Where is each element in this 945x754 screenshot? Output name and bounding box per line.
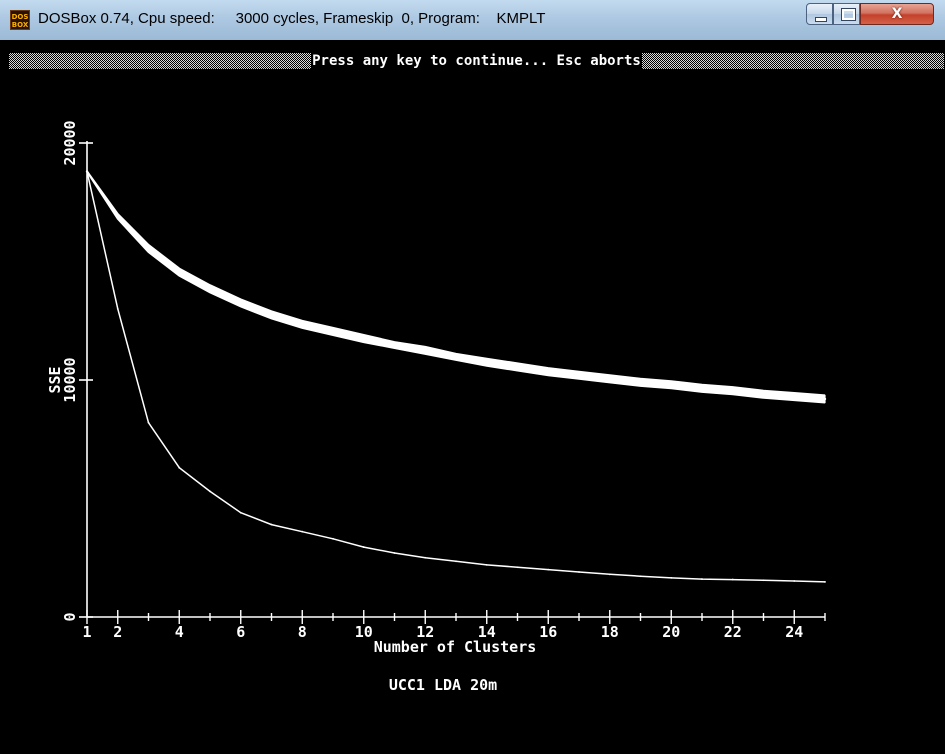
- series-point: [362, 546, 365, 548]
- close-button[interactable]: X: [860, 3, 934, 25]
- icon-text-dos: DOS: [11, 13, 29, 21]
- series-band-point: [116, 215, 119, 218]
- title-bar[interactable]: DOS BOX DOSBox 0.74, Cpu speed: 3000 cyc…: [0, 0, 945, 40]
- window-title: DOSBox 0.74, Cpu speed: 3000 cycles, Fra…: [38, 10, 546, 27]
- icon-text-box: BOX: [11, 21, 29, 29]
- series-band-point: [547, 370, 550, 373]
- series-point: [578, 571, 580, 573]
- series-point: [116, 308, 119, 310]
- x-tick-label: 14: [478, 623, 496, 641]
- series-point: [731, 578, 734, 581]
- status-text: Press any key to continue... Esc aborts: [311, 53, 642, 69]
- y-tick-label: 0: [61, 612, 79, 621]
- x-tick-label: 4: [175, 623, 184, 641]
- series-point: [762, 579, 765, 582]
- series-band: [86, 171, 826, 404]
- series-point: [793, 580, 796, 582]
- series-band-point: [823, 397, 827, 401]
- series-band-point: [793, 395, 796, 398]
- series-line: [86, 171, 826, 583]
- series-point: [86, 170, 88, 173]
- series-point: [393, 552, 396, 554]
- series-band-point: [577, 374, 581, 377]
- series-band-point: [362, 337, 365, 340]
- series-band-point: [147, 247, 150, 250]
- chart-xlabel: Number of Clusters: [374, 638, 537, 656]
- series-band-point: [731, 389, 734, 392]
- series-band-point: [762, 393, 765, 396]
- series-band-point: [301, 323, 304, 326]
- series-point: [455, 560, 457, 563]
- minimize-icon: [815, 17, 827, 22]
- series-point: [270, 523, 273, 526]
- maximize-icon: [841, 8, 856, 21]
- x-tick-label: 20: [662, 623, 680, 641]
- series-point: [516, 566, 519, 569]
- chart-title: UCC1 LDA 20m: [389, 676, 497, 694]
- series-band-point: [270, 313, 273, 317]
- series-point: [670, 576, 673, 579]
- x-tick-label: 18: [601, 623, 619, 641]
- series-band-point: [516, 365, 519, 369]
- series-band-lower-line: [86, 170, 826, 404]
- series-band-point: [454, 355, 458, 359]
- series-point: [608, 573, 611, 576]
- series-point: [209, 490, 211, 493]
- series-point: [332, 537, 334, 540]
- series-point: [424, 556, 427, 559]
- series-point: [824, 581, 826, 583]
- series-point: [485, 563, 488, 566]
- maximize-button[interactable]: [833, 3, 860, 25]
- chart-ylabel: SSE: [46, 366, 64, 393]
- series-band-point: [700, 387, 704, 390]
- y-tick-label: 10000: [61, 357, 79, 402]
- series-point: [147, 421, 150, 424]
- series-band-point: [178, 270, 181, 274]
- series-band-upper-line: [86, 170, 826, 397]
- x-tick-label: 24: [785, 623, 803, 641]
- series-band-point: [608, 377, 611, 381]
- x-tick-label: 10: [355, 623, 373, 641]
- series-point: [239, 511, 242, 514]
- series-point: [639, 575, 642, 578]
- x-tick-label: 22: [724, 623, 742, 641]
- series-band-point: [639, 381, 642, 384]
- x-tick-label: 16: [539, 623, 557, 641]
- series-band-point: [393, 343, 396, 347]
- x-tick-label: 12: [416, 623, 434, 641]
- x-tick-label: 8: [298, 623, 307, 641]
- y-tick-label: 20000: [61, 120, 79, 165]
- series-band-point: [485, 361, 488, 364]
- close-icon: X: [891, 6, 903, 22]
- dosbox-icon[interactable]: DOS BOX: [10, 10, 30, 30]
- series-point: [547, 568, 550, 571]
- x-tick-label: 2: [113, 623, 122, 641]
- series-point: [701, 578, 703, 580]
- series-band-point: [208, 287, 212, 290]
- series-point: [301, 530, 304, 533]
- series-band-point: [331, 330, 335, 333]
- series-band-point: [239, 301, 242, 305]
- series-band-point: [670, 383, 673, 386]
- series-point: [178, 466, 181, 469]
- series-band-point: [424, 349, 427, 352]
- minimize-button[interactable]: [806, 3, 833, 25]
- x-tick-label: 6: [236, 623, 245, 641]
- x-tick-label: 1: [82, 623, 91, 641]
- status-bar: Press any key to continue... Esc aborts: [9, 53, 944, 69]
